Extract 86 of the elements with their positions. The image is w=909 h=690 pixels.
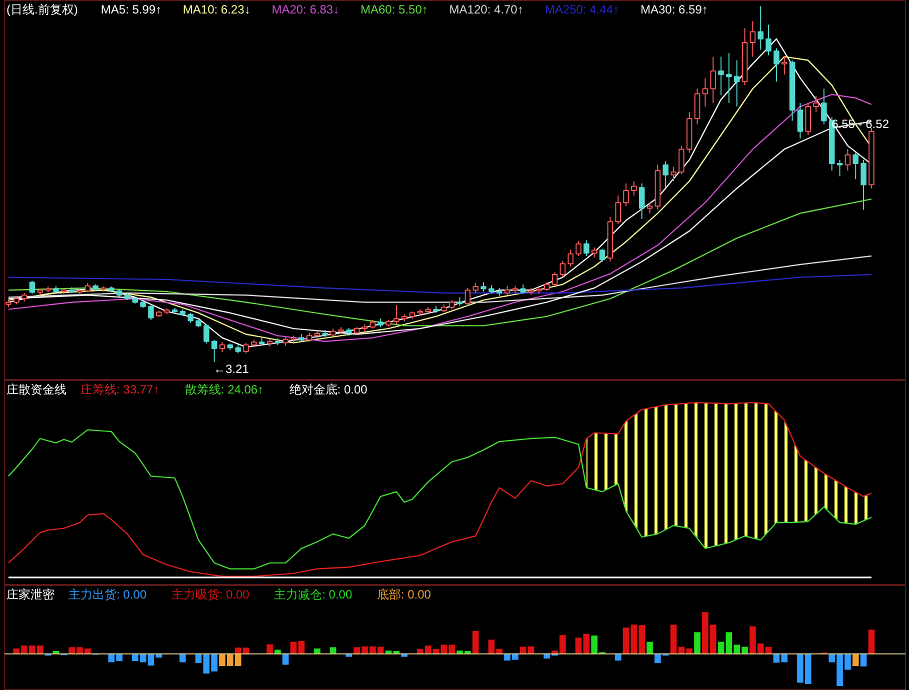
candlestick bbox=[591, 246, 598, 258]
candlestick bbox=[504, 285, 510, 296]
bar bbox=[622, 628, 630, 654]
text: MA250: 4.44↑ bbox=[544, 2, 619, 16]
candlestick bbox=[520, 284, 526, 294]
candlestick bbox=[148, 304, 154, 321]
candlestick bbox=[576, 240, 582, 256]
bar bbox=[860, 654, 867, 666]
bar bbox=[314, 648, 320, 654]
candlestick bbox=[718, 56, 724, 96]
bar bbox=[583, 634, 590, 654]
candlestick bbox=[781, 56, 788, 76]
bar bbox=[179, 654, 186, 662]
bar bbox=[282, 654, 289, 665]
candlestick bbox=[774, 48, 780, 82]
bar bbox=[330, 647, 336, 654]
text: MA20: 6.83↓ bbox=[272, 2, 340, 16]
text: 主力吸货: 0.00 bbox=[171, 588, 250, 602]
bar bbox=[718, 642, 724, 654]
candlestick bbox=[464, 287, 471, 306]
text: 主力出货: 0.00 bbox=[68, 588, 147, 602]
candlestick bbox=[480, 282, 486, 292]
candlestick bbox=[552, 272, 558, 286]
bar bbox=[234, 648, 242, 654]
candlestick bbox=[631, 180, 637, 196]
chart-title: 庄散资金线 bbox=[6, 382, 66, 396]
bar bbox=[575, 638, 582, 654]
candlestick bbox=[852, 152, 858, 180]
candlestick bbox=[670, 166, 676, 182]
bar bbox=[670, 624, 677, 654]
bar bbox=[472, 630, 479, 654]
text: ←3.21 bbox=[214, 362, 250, 376]
bar bbox=[694, 632, 700, 654]
candlestick bbox=[235, 344, 241, 354]
candlestick bbox=[243, 342, 249, 354]
text: MA30: 6.59↑ bbox=[640, 2, 708, 16]
candlestick bbox=[219, 342, 226, 353]
candlestick bbox=[844, 148, 851, 172]
candlestick bbox=[560, 260, 566, 278]
candlestick bbox=[734, 60, 740, 108]
candlestick bbox=[750, 20, 756, 58]
chart-title: (日线.前复权) bbox=[6, 2, 78, 16]
text: MA60: 5.50↑ bbox=[360, 2, 428, 16]
text: 绝对金底: 0.00 bbox=[289, 382, 368, 396]
candlestick bbox=[710, 56, 716, 104]
candlestick bbox=[306, 332, 312, 343]
bar bbox=[242, 648, 250, 654]
bar bbox=[868, 630, 875, 654]
candlestick bbox=[662, 160, 668, 188]
candlestick bbox=[188, 312, 194, 324]
candlestick bbox=[568, 249, 574, 268]
text: MA120: 4.70↑ bbox=[449, 2, 524, 16]
bar bbox=[852, 654, 859, 666]
text: MA10: 6.23↓ bbox=[182, 2, 250, 16]
candlestick bbox=[84, 282, 91, 293]
candlestick bbox=[623, 182, 629, 207]
candlestick bbox=[472, 282, 478, 294]
candlestick bbox=[448, 300, 455, 310]
candlestick bbox=[813, 95, 819, 113]
candlestick bbox=[638, 182, 645, 220]
text: 主力减仓: 0.00 bbox=[274, 588, 352, 602]
bar bbox=[266, 644, 273, 654]
candlestick bbox=[726, 52, 732, 104]
bar bbox=[614, 654, 622, 661]
text: 庄筹线: 33.77↑ bbox=[80, 382, 160, 396]
candlestick bbox=[766, 24, 772, 56]
candlestick bbox=[599, 248, 606, 262]
candlestick bbox=[836, 159, 843, 177]
text: 底部: 0.00 bbox=[376, 588, 432, 602]
chart-title: 庄家泄密 bbox=[6, 588, 54, 602]
candlestick bbox=[646, 202, 653, 214]
candlestick bbox=[204, 324, 210, 344]
candlestick bbox=[584, 240, 590, 256]
candlestick bbox=[29, 280, 36, 294]
candlestick bbox=[394, 304, 400, 325]
candlestick bbox=[615, 194, 621, 224]
candlestick bbox=[678, 145, 684, 175]
candlestick bbox=[797, 102, 804, 140]
text: 散筹线: 24.06↑ bbox=[184, 382, 264, 396]
candlestick bbox=[860, 159, 866, 210]
text: MA5: 5.99↑ bbox=[100, 2, 162, 16]
candlestick bbox=[702, 78, 708, 108]
bar bbox=[646, 642, 653, 654]
candlestick bbox=[211, 339, 218, 362]
candlestick bbox=[758, 6, 764, 50]
candlestick bbox=[821, 88, 827, 125]
